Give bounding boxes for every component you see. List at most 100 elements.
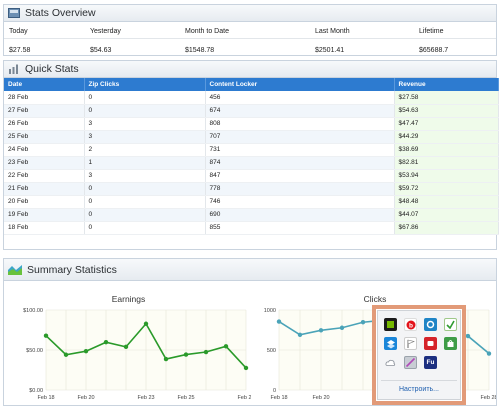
table-row: 27 Feb 0 674 $54.63 [4, 104, 499, 118]
cell-date: 28 Feb [4, 91, 85, 105]
y-tick-label: 1000 [264, 308, 276, 314]
x-tick-label: Feb 25 [177, 395, 194, 401]
cell-revenue: $44.29 [394, 130, 499, 144]
y-tick-label: 0 [273, 388, 276, 394]
flag-icon[interactable] [404, 337, 417, 350]
overview-label: Month to Date [185, 28, 229, 35]
cell-date: 19 Feb [4, 208, 85, 222]
quick-stats-header: Quick Stats [4, 61, 496, 78]
cell-content-locker: 874 [205, 156, 395, 170]
cell-content-locker: 808 [205, 117, 395, 131]
customize-link[interactable]: Настроить... [398, 386, 440, 393]
cell-date: 27 Feb [4, 104, 85, 118]
cell-date: 18 Feb [4, 221, 85, 235]
table-row: 28 Feb 0 456 $27.58 [4, 91, 499, 105]
data-point [43, 333, 49, 338]
overview-labels: Today Yesterday Month to Date Last Month… [4, 25, 496, 39]
nvidia-icon[interactable] [384, 318, 397, 331]
data-point [123, 344, 129, 350]
cell-revenue: $53.94 [394, 169, 499, 183]
cell-zip-clicks: 3 [84, 117, 206, 131]
cell-revenue: $82.81 [394, 156, 499, 170]
bar-chart-icon [8, 64, 20, 74]
stats-overview-header: Stats Overview [4, 5, 496, 22]
summary-title: Summary Statistics [27, 263, 117, 276]
cloud-icon[interactable] [384, 356, 397, 369]
cell-revenue: $38.69 [394, 143, 499, 157]
fu-icon[interactable]: Fu [424, 356, 437, 369]
cell-content-locker: 690 [205, 208, 395, 222]
quick-stats-title: Quick Stats [25, 63, 79, 75]
data-point [360, 320, 366, 325]
cell-zip-clicks: 2 [84, 143, 206, 157]
cell-revenue: $47.47 [394, 117, 499, 131]
y-tick-label: $0.00 [29, 388, 43, 394]
cell-zip-clicks: 0 [84, 182, 206, 196]
overview-value: $2501.41 [315, 46, 345, 54]
overview-label: Yesterday [90, 28, 121, 35]
table-row: 19 Feb 0 690 $44.07 [4, 208, 499, 222]
summary-header: Summary Statistics [4, 259, 496, 281]
y-tick-label: 500 [267, 348, 276, 354]
x-tick-label: Feb 20 [312, 395, 329, 401]
cell-revenue: $67.86 [394, 221, 499, 235]
overview-value: $27.58 [9, 46, 31, 54]
overview-value: $54.63 [90, 46, 112, 54]
data-point [163, 356, 169, 362]
x-tick-label: Feb 28 [237, 395, 251, 401]
cell-date: 20 Feb [4, 195, 85, 209]
app-blue-icon[interactable] [424, 318, 437, 331]
cell-content-locker: 731 [205, 143, 395, 157]
cell-content-locker: 707 [205, 130, 395, 144]
column-header-date[interactable]: Date [4, 78, 85, 91]
cell-revenue: $44.07 [394, 208, 499, 222]
cell-date: 25 Feb [4, 130, 85, 144]
table-row: 26 Feb 3 808 $47.47 [4, 117, 499, 131]
green-bag-icon[interactable] [444, 337, 457, 350]
cell-date: 24 Feb [4, 143, 85, 157]
column-header-content-locker[interactable]: Content Locker [205, 78, 395, 91]
data-point [276, 319, 282, 324]
table-row: 24 Feb 2 731 $38.69 [4, 143, 499, 157]
table-row: 18 Feb 0 855 $67.86 [4, 221, 499, 235]
cell-revenue: $48.48 [394, 195, 499, 209]
cell-revenue: $59.72 [394, 182, 499, 196]
table-row: 25 Feb 3 707 $44.29 [4, 130, 499, 144]
overview-label: Lifetime [419, 28, 444, 35]
data-point [486, 351, 492, 356]
column-header-zip-clicks[interactable]: Zip Clicks [84, 78, 206, 91]
check-green-icon[interactable] [444, 318, 457, 331]
cell-zip-clicks: 0 [84, 104, 206, 118]
red-app-icon[interactable] [424, 337, 437, 350]
data-point [223, 344, 229, 349]
data-point [318, 328, 324, 333]
data-point [143, 321, 149, 326]
cell-zip-clicks: 0 [84, 195, 206, 209]
column-header-revenue[interactable]: Revenue [394, 78, 499, 91]
cell-content-locker: 855 [205, 221, 395, 235]
quick-stats-panel: Quick Stats Date Zip Clicks Content Lock… [3, 60, 499, 250]
beats-icon[interactable]: b [404, 318, 417, 331]
overview-label: Last Month [315, 28, 350, 35]
x-tick-label: Feb 20 [77, 395, 94, 401]
cell-revenue: $27.58 [394, 91, 499, 105]
tray-overflow-popup: b Fu Настроить... [372, 305, 466, 405]
data-point [243, 365, 249, 371]
data-point [203, 349, 209, 355]
tray-popup-body: b Fu Настроить... [377, 310, 461, 400]
y-tick-label: $50.00 [26, 348, 43, 354]
cell-zip-clicks: 1 [84, 156, 206, 170]
data-point [103, 340, 109, 345]
cell-date: 22 Feb [4, 169, 85, 183]
cell-content-locker: 746 [205, 195, 395, 209]
pen-icon[interactable] [404, 356, 417, 369]
data-point [339, 325, 345, 330]
data-point [465, 333, 471, 339]
data-point [297, 332, 303, 337]
earnings-chart-title: Earnings [111, 294, 146, 304]
x-tick-label: Feb 23 [137, 395, 154, 401]
cell-content-locker: 778 [205, 182, 395, 196]
overview-icon [8, 8, 20, 18]
dropbox-icon[interactable] [384, 337, 397, 350]
cell-zip-clicks: 3 [84, 130, 206, 144]
